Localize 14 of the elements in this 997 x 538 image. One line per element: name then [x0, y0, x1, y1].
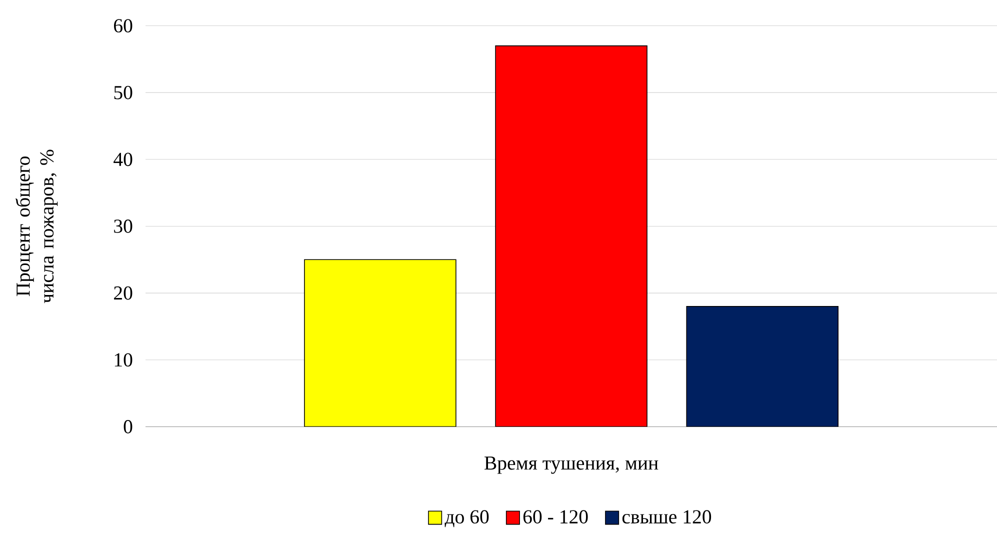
y-tick-label: 10 — [114, 353, 132, 367]
y-tick-label: 30 — [114, 220, 132, 234]
y-axis-title: Процент общего числа пожаров, % — [15, 150, 58, 304]
legend-label: свыше 120 — [622, 510, 712, 524]
bar — [495, 46, 648, 427]
x-axis-title: Время тушения, мин — [484, 456, 658, 474]
y-tick-label: 40 — [114, 152, 132, 166]
y-tick-label: 0 — [124, 420, 132, 434]
y-tick-label: 60 — [114, 19, 132, 33]
y-tick-label: 20 — [114, 286, 132, 300]
legend-label: 60 - 120 — [523, 510, 588, 524]
legend-label: до 60 — [444, 510, 489, 528]
y-tick-label: 50 — [114, 86, 132, 100]
bar — [304, 259, 456, 427]
